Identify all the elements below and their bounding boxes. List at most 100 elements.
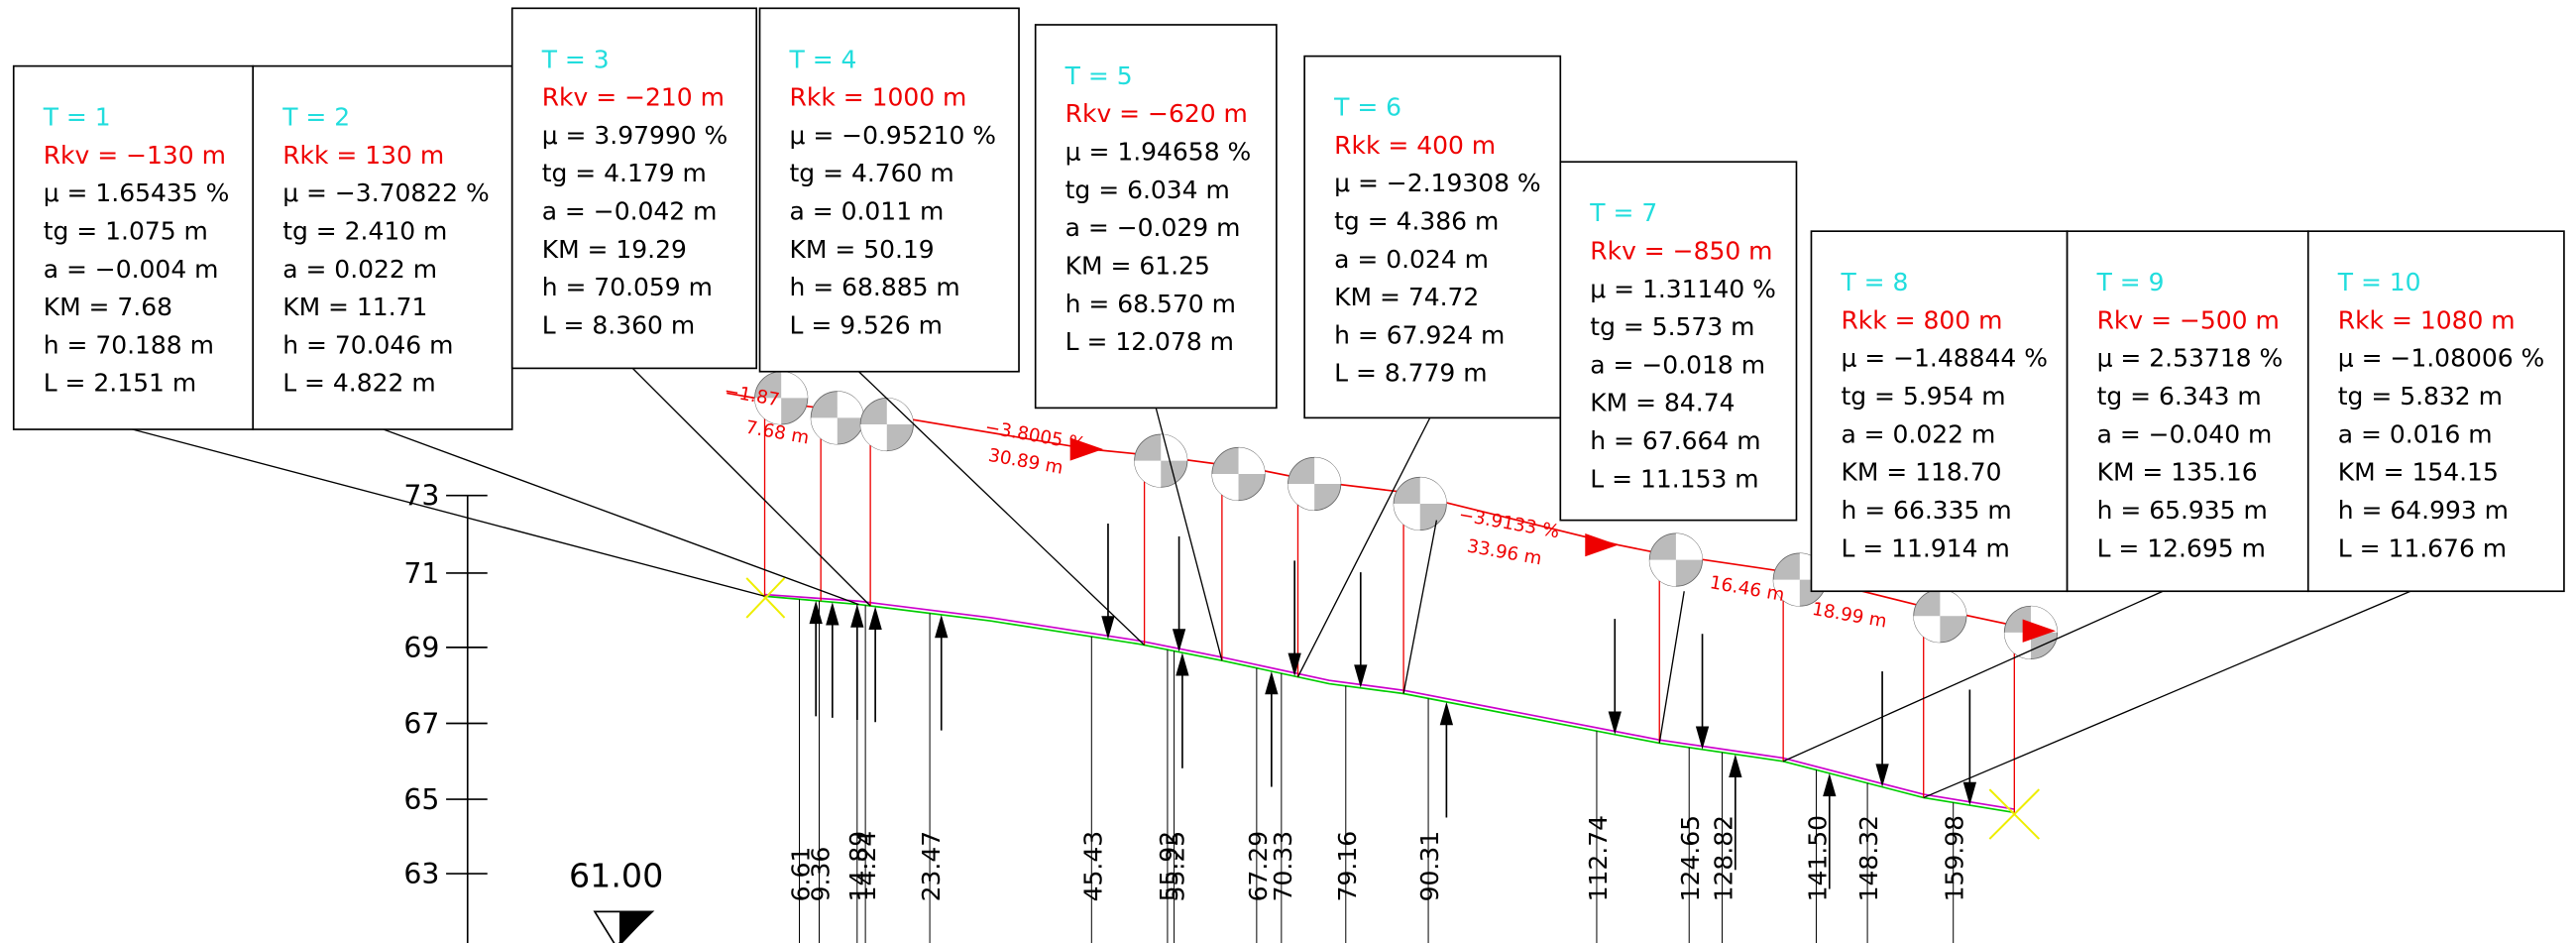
info-box-line: Rkv = −620 m	[1065, 99, 1248, 128]
station-label: 6.61	[787, 847, 816, 902]
info-box-line: Rkv = −210 m	[542, 83, 725, 112]
info-box-line: h = 67.924 m	[1334, 320, 1505, 349]
info-box-line: tg = 4.760 m	[790, 159, 954, 187]
info-box-frame	[1810, 230, 2069, 593]
info-box-line: tg = 6.034 m	[1065, 176, 1230, 204]
info-box-line: a = −0.029 m	[1065, 213, 1241, 242]
info-box-line: Rkk = 130 m	[282, 141, 444, 170]
info-box: T = 8 Rkk = 800 m μ = −1.48844 % tg = 5.954…	[1810, 230, 2069, 593]
end-markers	[745, 577, 2041, 840]
terrain-line	[764, 595, 2015, 814]
station-label: 124.65	[1676, 815, 1705, 901]
info-box-line: Rkk = 1080 m	[2338, 305, 2516, 334]
station-label: 23.47	[917, 831, 946, 901]
info-box-line: KM = 84.74	[1590, 389, 1735, 417]
arrow-head	[868, 606, 882, 630]
grade-arrow	[2022, 619, 2056, 643]
leader-line	[1923, 590, 2411, 799]
info-box-line: a = 0.016 m	[2338, 419, 2493, 448]
info-box-line: L = 12.695 m	[2097, 533, 2266, 562]
info-box-line: h = 68.570 m	[1065, 290, 1236, 318]
arrow-head	[1823, 772, 1837, 797]
arrow-head	[1354, 664, 1368, 688]
info-box: T = 5 Rkv = −620 m μ = 1.94658 % tg = 6.034…	[1034, 24, 1278, 410]
info-box-line: KM = 135.16	[2097, 458, 2258, 487]
info-box: T = 9 Rkv = −500 m μ = 2.53718 % tg = 6.343…	[2066, 230, 2309, 593]
info-box-line: a = 0.011 m	[790, 197, 945, 226]
info-box-line: μ = −1.08006 %	[2338, 344, 2545, 373]
leader-line	[132, 428, 765, 597]
leader-line	[1658, 591, 1685, 744]
info-box-line: Rkv = −850 m	[1590, 236, 1772, 265]
vpi-symbol-half	[1394, 477, 1447, 530]
info-box-line: L = 2.151 m	[44, 369, 196, 398]
leader-line	[1402, 520, 1438, 694]
grade-label: 7.68 m	[744, 417, 811, 449]
vpi-symbol-half	[754, 371, 808, 425]
info-box-line: μ = 1.94658 %	[1065, 138, 1252, 167]
info-box: T = 2 Rkk = 130 m μ = −3.70822 % tg = 2.410…	[252, 64, 513, 430]
grade-label: 18.99 m	[1811, 599, 1889, 633]
grade-arrow	[1069, 437, 1103, 461]
arrow-head	[1176, 652, 1189, 676]
arrow-head	[1695, 726, 1710, 750]
info-box-frame	[1559, 161, 1798, 522]
leader-line	[631, 367, 871, 607]
elevation-label: 71	[403, 557, 439, 590]
info-box-line: μ = −2.19308 %	[1334, 169, 1541, 197]
arrow-head	[1265, 670, 1279, 695]
info-box-line: h = 70.046 m	[282, 330, 453, 359]
elevation-label: 67	[403, 707, 439, 740]
arrow-head	[1288, 652, 1301, 676]
info-box-line: T = 5	[1064, 61, 1133, 90]
info-box: T = 3 Rkv = −210 m μ = 3.97990 % tg = 4.179…	[510, 7, 758, 370]
info-box-line: a = −0.040 m	[2097, 419, 2273, 448]
info-box-line: a = 0.024 m	[1334, 245, 1489, 274]
leader-line	[1155, 408, 1223, 661]
info-box: T = 1 Rkv = −130 m μ = 1.65435 % tg = 1.075…	[12, 64, 255, 430]
info-box-line: T = 4	[789, 45, 857, 73]
info-box-line: Rkk = 800 m	[1841, 305, 2002, 334]
station-label: 79.16	[1333, 831, 1362, 901]
info-box-line: L = 11.676 m	[2338, 533, 2507, 562]
arrow-head	[1172, 629, 1186, 652]
leader-line	[383, 428, 859, 606]
elevation-label: 63	[403, 858, 439, 890]
info-box-line: T = 9	[2096, 268, 2165, 296]
info-box-line: KM = 61.25	[1065, 251, 1210, 280]
info-box-line: μ = −1.48844 %	[1841, 344, 2048, 373]
info-box-line: tg = 6.343 m	[2097, 382, 2262, 411]
info-box-line: T = 6	[1333, 93, 1401, 122]
info-box-frame	[1034, 24, 1278, 410]
vpi-symbol-half	[811, 391, 864, 445]
info-box-frame	[2066, 230, 2309, 593]
info-box-frame	[2306, 230, 2565, 593]
station-label: 55.92	[1155, 831, 1183, 901]
info-box-line: T = 3	[541, 45, 610, 73]
info-box-line: h = 66.335 m	[1841, 496, 2011, 525]
info-box-frame	[1303, 55, 1562, 419]
info-box-line: h = 68.885 m	[790, 273, 960, 301]
vpi-symbol-half	[1211, 447, 1266, 501]
station-label: 55.25	[1162, 831, 1190, 901]
info-box-line: T = 8	[1840, 268, 1908, 296]
station-label: 90.31	[1415, 831, 1444, 901]
arrow-head	[1875, 764, 1889, 787]
info-box-line: h = 70.188 m	[44, 330, 214, 359]
info-box-line: KM = 118.70	[1841, 458, 2001, 487]
info-box-line: μ = 3.97990 %	[542, 121, 728, 150]
info-box: T = 6 Rkk = 400 m μ = −2.19308 % tg = 4.386…	[1303, 55, 1562, 419]
info-box-line: a = −0.018 m	[1590, 350, 1765, 379]
info-box-frame	[12, 64, 255, 430]
info-box-line: h = 64.993 m	[2338, 496, 2509, 525]
info-box-line: T = 7	[1589, 198, 1657, 227]
info-box-line: L = 9.526 m	[790, 310, 943, 339]
info-box-line: KM = 50.19	[790, 235, 935, 264]
info-box-line: KM = 7.68	[44, 293, 172, 321]
leader-line	[1782, 590, 2164, 763]
info-box-line: tg = 4.179 m	[542, 159, 707, 187]
info-box-line: Rkk = 1000 m	[790, 83, 967, 112]
info-box-line: tg = 5.954 m	[1841, 382, 2005, 411]
info-box-line: μ = 1.31140 %	[1590, 275, 1776, 303]
